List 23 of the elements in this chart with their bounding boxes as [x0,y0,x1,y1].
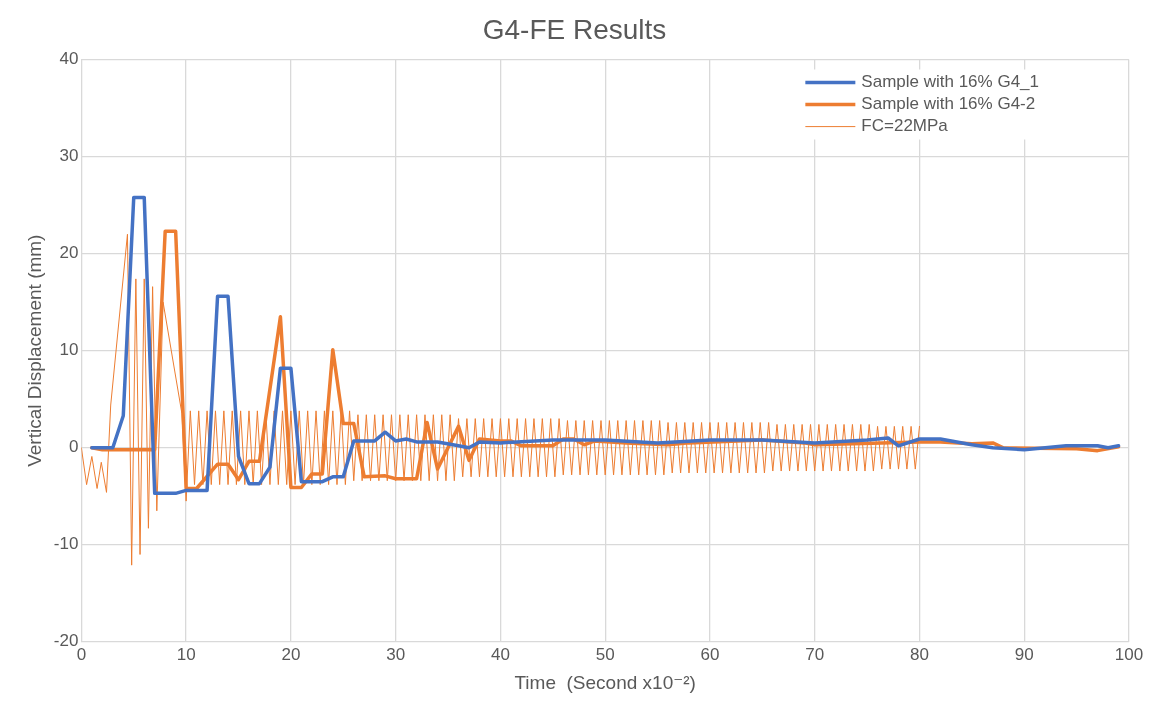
x-tick-label: 30 [386,644,406,664]
x-tick-label: 10 [176,644,196,664]
y-tick-label: 10 [59,340,79,360]
y-tick-label: 0 [68,437,79,457]
legend-label: Sample with 16% G4_1 [861,72,1039,92]
y-tick-label: 30 [59,146,79,166]
x-tick-label: 90 [1014,644,1034,664]
x-tick-label: 80 [910,644,929,664]
y-tick-label: -10 [53,534,79,554]
x-tick-label: 50 [595,644,615,664]
y-tick-label: 40 [59,49,79,69]
legend-label: FC=22MPa [861,116,949,136]
x-tick-label: 60 [700,644,720,664]
x-axis-title: Time (Second x10⁻²) [514,671,696,693]
legend-label: Sample with 16% G4-2 [861,94,1036,114]
x-tick-label: 70 [805,644,825,664]
x-tick-label: 20 [281,644,301,664]
x-tick-label: 100 [1114,644,1144,664]
x-tick-label: 40 [490,644,510,664]
chart-title: G4-FE Results [482,13,667,45]
y-tick-label: 20 [59,243,79,263]
y-axis-title: Vertical Displacement (mm) [23,234,45,467]
y-tick-label: -20 [53,631,79,651]
